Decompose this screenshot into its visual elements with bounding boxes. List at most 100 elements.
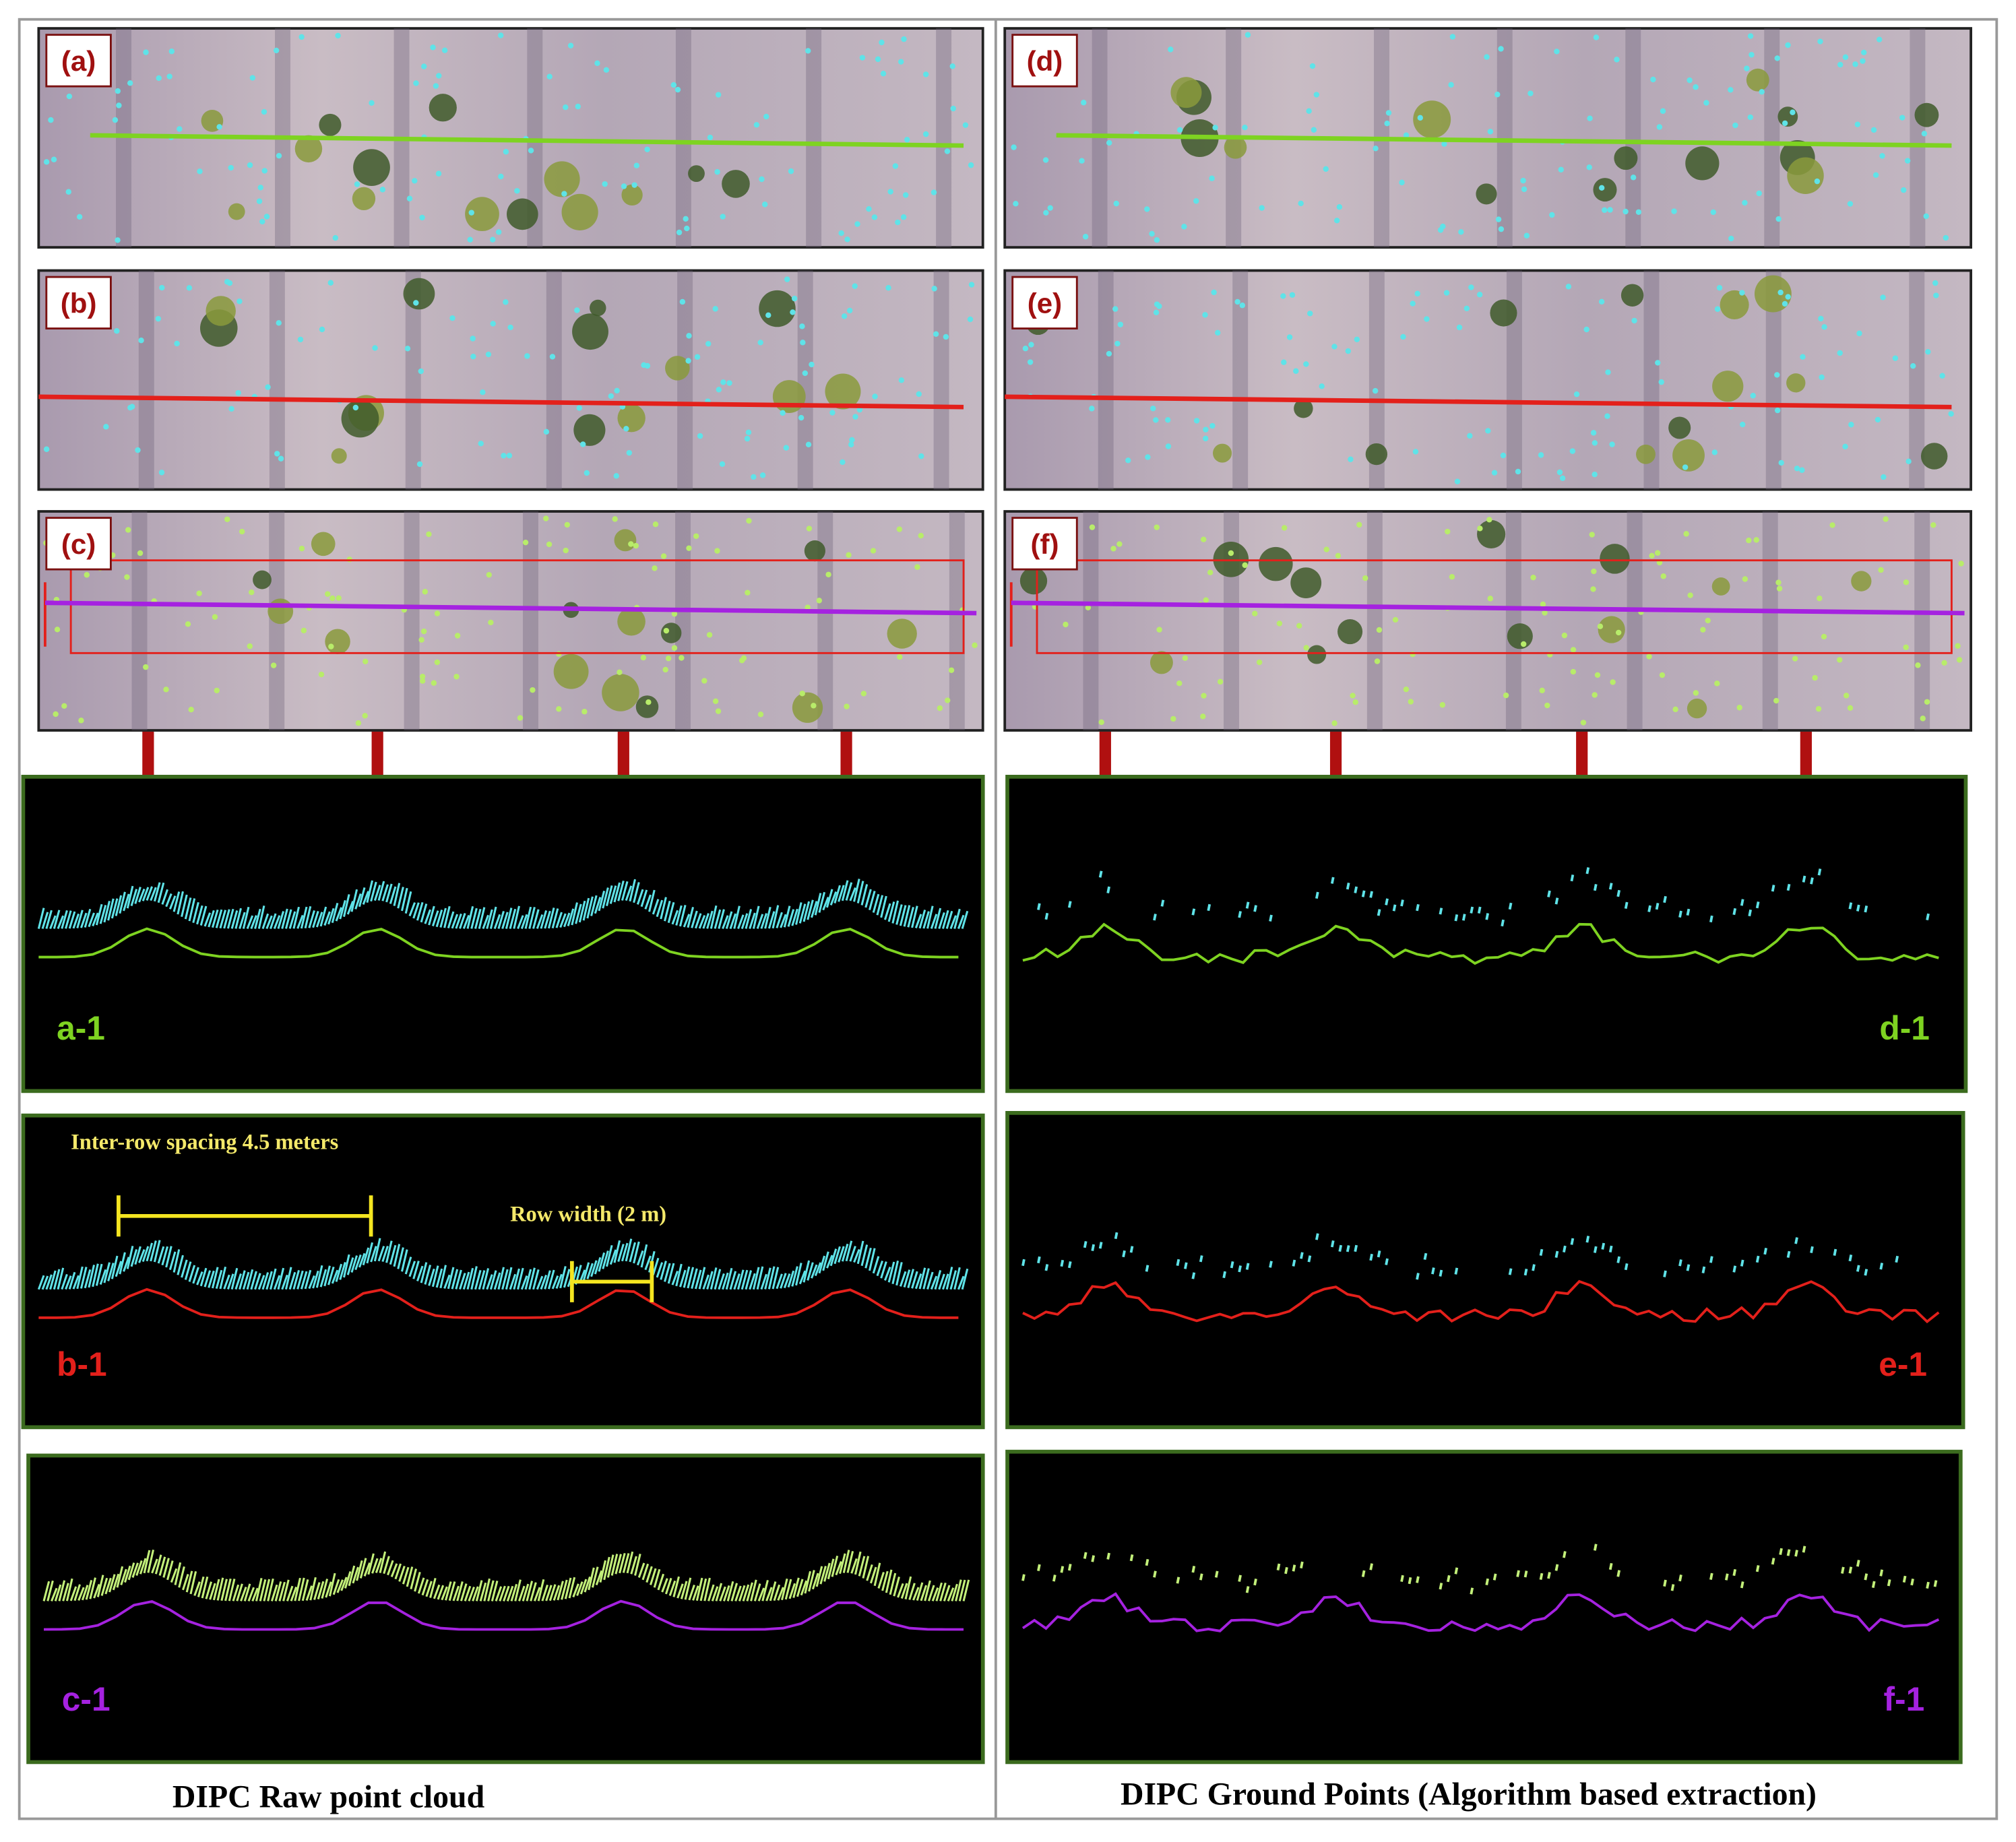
cloud-point — [215, 909, 223, 928]
point — [1168, 46, 1174, 53]
cloud-point — [802, 1260, 811, 1283]
cloud-point — [1771, 885, 1775, 892]
point — [1778, 459, 1784, 466]
cloud-point — [317, 1581, 325, 1600]
cloud-point — [672, 1576, 681, 1597]
point — [298, 545, 305, 552]
point — [1785, 294, 1791, 300]
point — [848, 441, 854, 448]
cloud-point — [126, 885, 134, 909]
point — [127, 404, 133, 411]
cloud-point — [633, 882, 640, 903]
cloud-point — [849, 1246, 856, 1262]
point — [1759, 89, 1765, 95]
point — [1538, 452, 1544, 458]
point — [633, 162, 640, 168]
cloud-point — [1833, 1248, 1837, 1256]
cloud-point — [1315, 1233, 1319, 1240]
point — [1821, 633, 1827, 640]
cloud-point — [1802, 875, 1806, 883]
point — [931, 286, 937, 292]
dark-row — [138, 270, 154, 490]
cloud-point — [752, 1267, 760, 1290]
cloud-point — [398, 1565, 406, 1582]
cloud-point — [876, 1260, 884, 1277]
cloud-point — [119, 1252, 126, 1275]
point — [1494, 92, 1501, 98]
cloud-point — [270, 1584, 278, 1601]
shrub — [1720, 290, 1749, 319]
point — [1920, 716, 1926, 722]
cloud-point — [300, 1271, 308, 1290]
cloud-point — [864, 1247, 872, 1269]
cloud-point — [652, 899, 660, 915]
label-box — [45, 34, 112, 88]
cloud-point — [1338, 1244, 1343, 1252]
point — [1744, 65, 1750, 71]
cloud-point — [1701, 1266, 1706, 1273]
cloud-point — [1539, 1573, 1544, 1581]
cloud-point — [447, 911, 455, 929]
cloud-point — [1810, 1246, 1814, 1254]
point — [501, 453, 507, 459]
point — [716, 387, 722, 393]
cloud-point — [880, 1261, 887, 1279]
cloud-point — [738, 1585, 746, 1601]
shrub — [403, 278, 435, 310]
point — [1323, 546, 1329, 552]
point — [574, 307, 580, 313]
point — [278, 455, 284, 462]
point — [1776, 585, 1783, 592]
point — [1296, 623, 1302, 629]
point — [1356, 521, 1362, 528]
point — [1309, 63, 1316, 69]
point — [1829, 522, 1835, 528]
point — [530, 687, 536, 693]
point — [1467, 433, 1473, 439]
shrub — [1777, 106, 1798, 127]
image-label: (c) — [61, 528, 96, 560]
point — [274, 451, 280, 457]
cloud-point — [223, 1274, 230, 1290]
point — [1860, 58, 1866, 64]
cloud-point — [961, 910, 969, 929]
point — [1458, 229, 1464, 235]
cloud-point — [553, 1585, 561, 1601]
point — [498, 173, 504, 180]
point — [968, 282, 975, 288]
shrub — [1476, 183, 1497, 205]
point — [1756, 190, 1762, 197]
cloud-point — [435, 1268, 443, 1288]
point — [1910, 362, 1916, 369]
cloud-point — [362, 891, 370, 905]
cloud-point — [1423, 1252, 1428, 1260]
cloud-point — [722, 1585, 730, 1601]
cloud-point — [1098, 1242, 1103, 1249]
point — [897, 654, 903, 660]
cloud-point — [315, 1265, 323, 1288]
cloud-point — [1732, 1265, 1737, 1273]
point — [412, 178, 418, 184]
selection-box — [1036, 559, 1953, 654]
point — [1081, 100, 1087, 106]
cloud-point — [540, 1274, 548, 1290]
cloud-point — [926, 906, 934, 929]
cloud-point — [431, 1265, 439, 1288]
cloud-point — [412, 902, 420, 919]
point — [933, 331, 939, 338]
point — [1773, 697, 1779, 704]
dark-row — [1368, 270, 1385, 490]
cloud-point — [95, 903, 103, 926]
cloud-point — [845, 882, 853, 901]
cloud-point — [853, 1248, 860, 1263]
shrub — [267, 598, 294, 625]
cloud-point — [373, 885, 381, 901]
point — [413, 300, 419, 306]
point — [1276, 621, 1283, 627]
point — [584, 470, 590, 476]
cloud-point — [1709, 1256, 1713, 1263]
point — [48, 117, 54, 123]
cloud-point — [853, 879, 860, 902]
dark-row — [404, 511, 420, 731]
point — [362, 713, 368, 719]
